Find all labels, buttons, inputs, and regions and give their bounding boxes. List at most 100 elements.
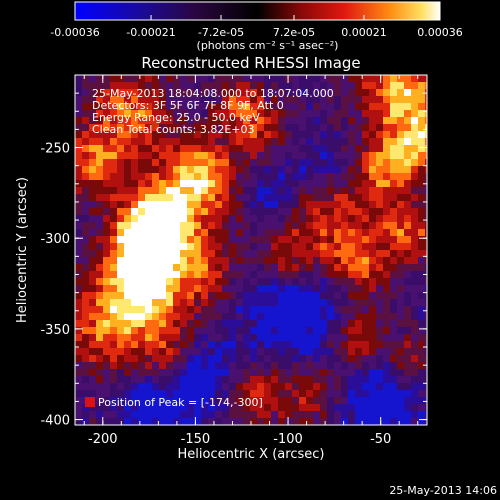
heatmap-cell bbox=[376, 397, 384, 405]
heatmap-cell bbox=[313, 208, 321, 216]
heatmap-cell bbox=[215, 313, 223, 321]
heatmap-cell bbox=[208, 383, 216, 391]
heatmap-cell bbox=[334, 75, 342, 83]
heatmap-cell bbox=[250, 257, 258, 265]
heatmap-cell bbox=[369, 299, 377, 307]
heatmap-cell bbox=[299, 117, 307, 125]
heatmap-cell bbox=[376, 278, 384, 286]
heatmap-cell bbox=[271, 103, 279, 111]
heatmap-cell bbox=[131, 215, 139, 223]
heatmap-cell bbox=[264, 82, 272, 90]
heatmap-cell bbox=[173, 320, 181, 328]
heatmap-cell bbox=[292, 152, 300, 160]
heatmap-cell bbox=[369, 117, 377, 125]
heatmap-cell bbox=[173, 306, 181, 314]
heatmap-cell bbox=[243, 96, 251, 104]
heatmap-cell bbox=[117, 117, 125, 125]
heatmap-cell bbox=[187, 376, 195, 384]
heatmap-cell bbox=[299, 250, 307, 258]
heatmap-cell bbox=[166, 362, 174, 370]
heatmap-cell bbox=[334, 236, 342, 244]
heatmap-cell bbox=[418, 103, 426, 111]
heatmap-cell bbox=[327, 243, 335, 251]
heatmap-cell bbox=[292, 355, 300, 363]
heatmap-cell bbox=[194, 222, 202, 230]
heatmap-cell bbox=[75, 404, 83, 412]
heatmap-cell bbox=[348, 208, 356, 216]
heatmap-cell bbox=[159, 152, 167, 160]
heatmap-cell bbox=[404, 383, 412, 391]
heatmap-cell bbox=[278, 152, 286, 160]
heatmap-cell bbox=[89, 341, 97, 349]
heatmap-cell bbox=[348, 390, 356, 398]
heatmap-cell bbox=[264, 229, 272, 237]
heatmap-cell bbox=[327, 264, 335, 272]
heatmap-cell bbox=[89, 348, 97, 356]
heatmap-cell bbox=[138, 117, 146, 125]
heatmap-cell bbox=[278, 418, 286, 425]
heatmap-cell bbox=[215, 320, 223, 328]
colorbar-tick-label: 0.00036 bbox=[417, 26, 463, 39]
heatmap-cell bbox=[194, 103, 202, 111]
heatmap-cell bbox=[362, 313, 370, 321]
heatmap-cell bbox=[327, 110, 335, 118]
heatmap-cell bbox=[355, 194, 363, 202]
heatmap-cell bbox=[264, 152, 272, 160]
heatmap-cell bbox=[250, 383, 258, 391]
heatmap-cell bbox=[355, 187, 363, 195]
heatmap-cell bbox=[299, 96, 307, 104]
heatmap-cell bbox=[313, 397, 321, 405]
heatmap-cell bbox=[411, 187, 419, 195]
heatmap-cell bbox=[215, 383, 223, 391]
heatmap-cell bbox=[264, 264, 272, 272]
heatmap-cell bbox=[390, 292, 398, 300]
heatmap-cell bbox=[327, 236, 335, 244]
heatmap-cell bbox=[397, 362, 405, 370]
heatmap-cell bbox=[222, 124, 230, 132]
heatmap-cell bbox=[299, 334, 307, 342]
heatmap-cell bbox=[194, 194, 202, 202]
heatmap-cell bbox=[278, 82, 286, 90]
heatmap-cell bbox=[131, 124, 139, 132]
heatmap-cell bbox=[362, 257, 370, 265]
heatmap-cell bbox=[397, 334, 405, 342]
heatmap-cell bbox=[131, 348, 139, 356]
heatmap-cell bbox=[152, 82, 160, 90]
heatmap-cell bbox=[222, 208, 230, 216]
heatmap-cell bbox=[285, 110, 293, 118]
heatmap-cell bbox=[152, 215, 160, 223]
heatmap-cell bbox=[257, 222, 265, 230]
heatmap-cell bbox=[313, 327, 321, 335]
heatmap-cell bbox=[145, 124, 153, 132]
heatmap-cell bbox=[411, 362, 419, 370]
heatmap-cell bbox=[208, 306, 216, 314]
heatmap-cell bbox=[201, 369, 209, 377]
heatmap-cell bbox=[313, 194, 321, 202]
heatmap-cell bbox=[208, 159, 216, 167]
heatmap-cell bbox=[82, 348, 90, 356]
heatmap-cell bbox=[383, 145, 391, 153]
heatmap-cell bbox=[264, 110, 272, 118]
heatmap-cell bbox=[278, 201, 286, 209]
heatmap-cell bbox=[138, 299, 146, 307]
heatmap-cell bbox=[103, 180, 111, 188]
heatmap-cell bbox=[103, 341, 111, 349]
heatmap-cell bbox=[362, 362, 370, 370]
heatmap-cell bbox=[383, 208, 391, 216]
heatmap-cell bbox=[117, 236, 125, 244]
heatmap-cell bbox=[362, 404, 370, 412]
heatmap-cell bbox=[222, 313, 230, 321]
heatmap-cell bbox=[278, 138, 286, 146]
heatmap-cell bbox=[173, 166, 181, 174]
heatmap-cell bbox=[166, 194, 174, 202]
heatmap-cell bbox=[187, 145, 195, 153]
heatmap-cell bbox=[215, 306, 223, 314]
heatmap-cell bbox=[96, 411, 104, 419]
heatmap-cell bbox=[271, 166, 279, 174]
heatmap-cell bbox=[152, 173, 160, 181]
heatmap-cell bbox=[187, 411, 195, 419]
heatmap-cell bbox=[397, 117, 405, 125]
heatmap-cell bbox=[348, 180, 356, 188]
heatmap-cell bbox=[208, 334, 216, 342]
heatmap-cell bbox=[418, 299, 426, 307]
